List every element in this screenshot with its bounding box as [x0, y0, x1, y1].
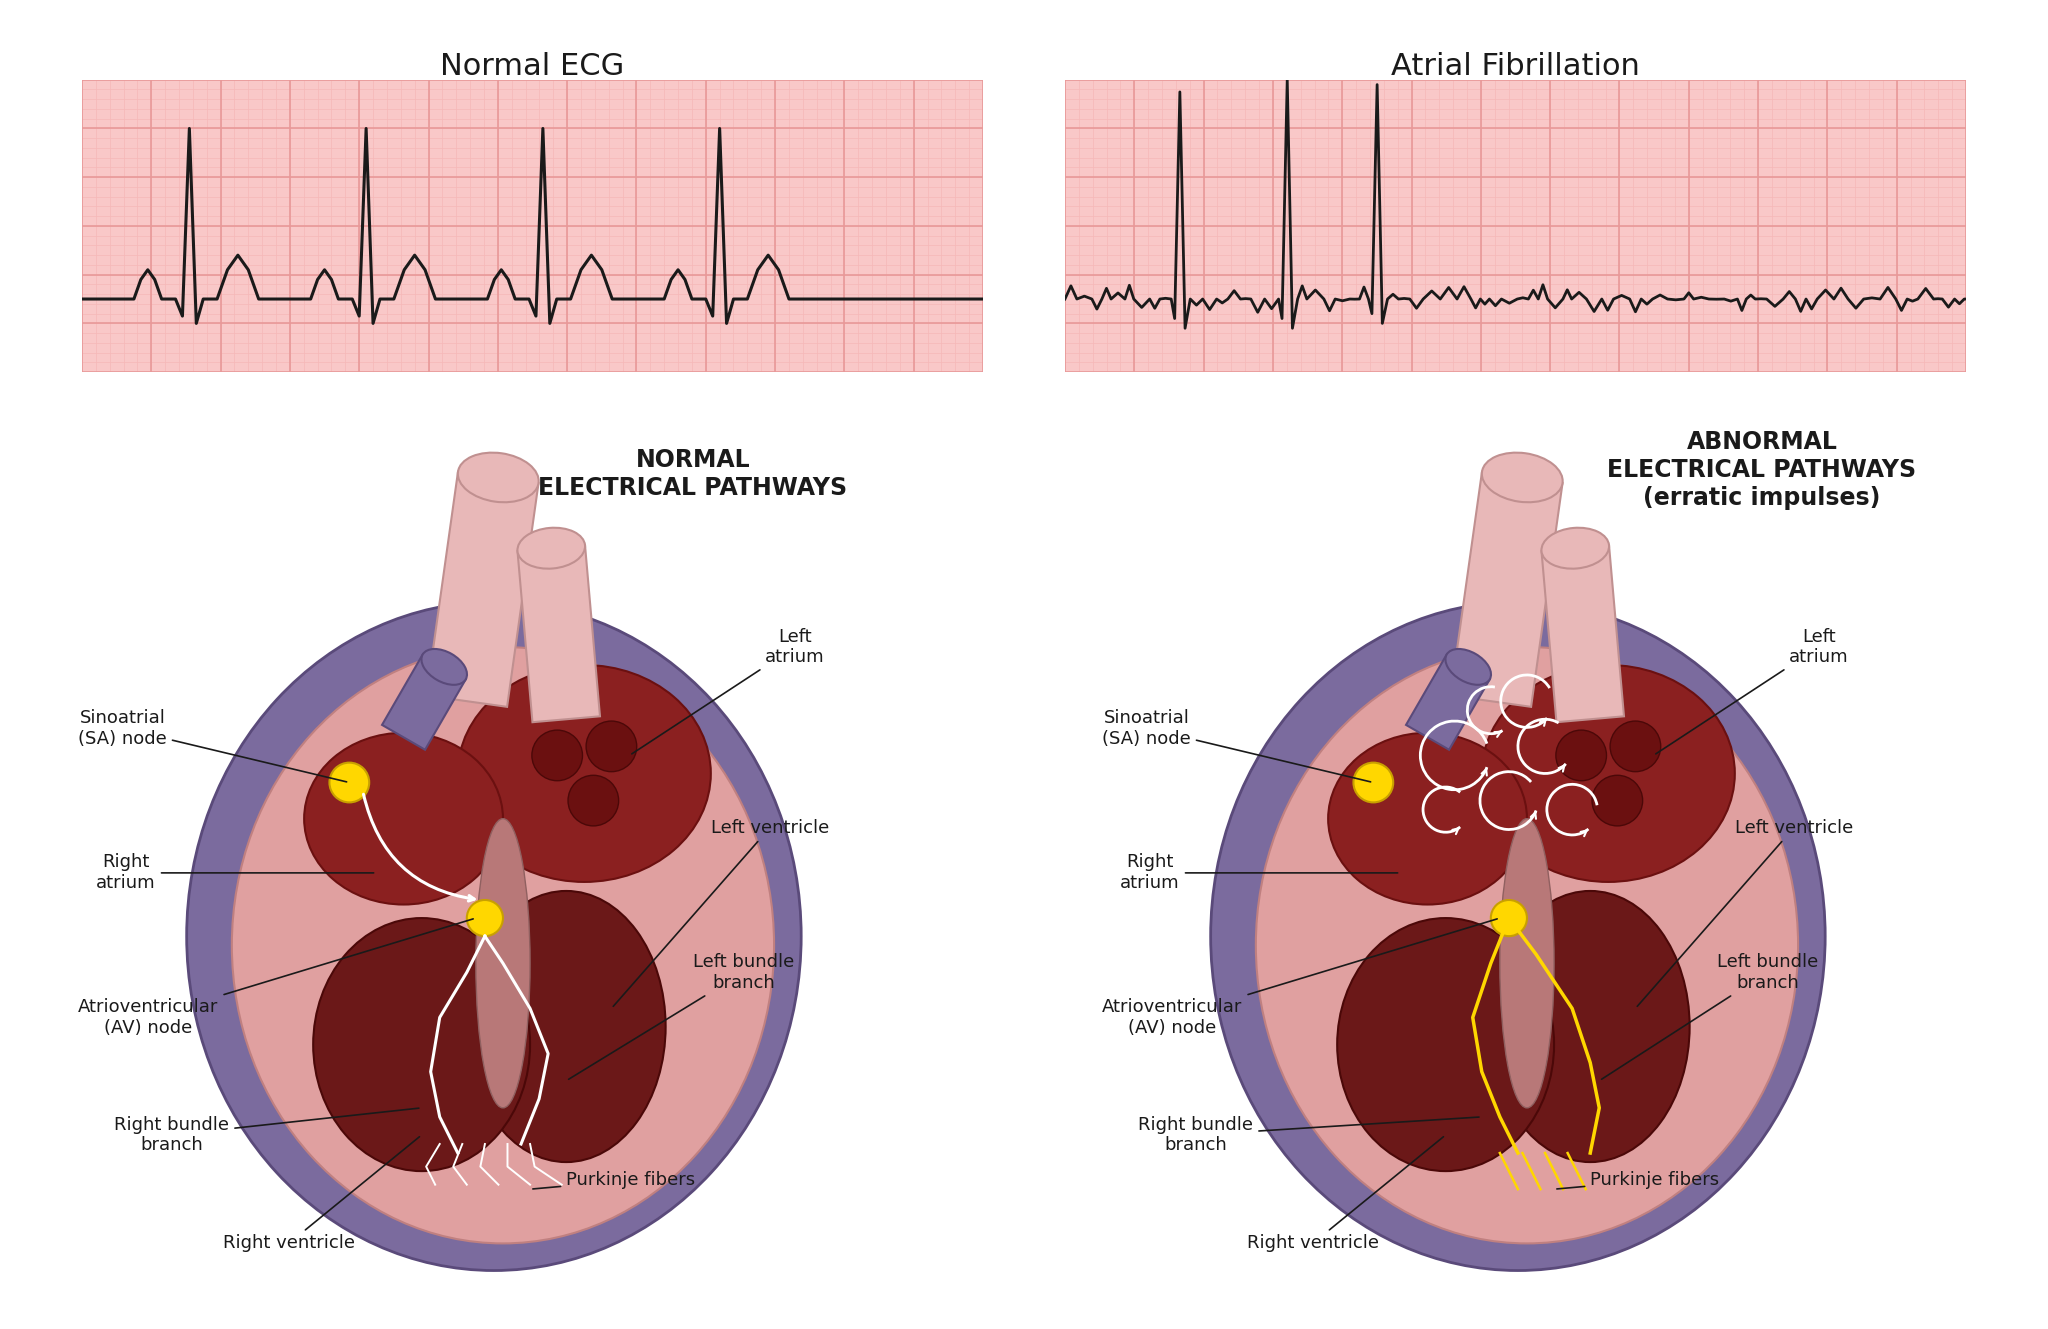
Polygon shape	[1542, 545, 1624, 722]
Circle shape	[1591, 775, 1642, 825]
Circle shape	[567, 775, 618, 825]
Ellipse shape	[1255, 647, 1798, 1244]
Text: Sinoatrial
(SA) node: Sinoatrial (SA) node	[1102, 708, 1370, 781]
Text: Right
atrium: Right atrium	[96, 853, 373, 892]
Ellipse shape	[1329, 732, 1528, 905]
Circle shape	[1354, 763, 1393, 803]
Text: Atrioventricular
(AV) node: Atrioventricular (AV) node	[78, 918, 473, 1037]
Text: Right bundle
branch: Right bundle branch	[115, 1108, 420, 1155]
Text: ABNORMAL
ELECTRICAL PATHWAYS
(erratic impulses): ABNORMAL ELECTRICAL PATHWAYS (erratic im…	[1608, 431, 1917, 509]
Ellipse shape	[1483, 664, 1735, 882]
Circle shape	[330, 763, 369, 803]
Circle shape	[586, 722, 637, 772]
Ellipse shape	[305, 732, 504, 905]
Text: Purkinje fibers: Purkinje fibers	[1556, 1171, 1720, 1189]
Text: Right ventricle: Right ventricle	[1247, 1136, 1444, 1252]
Ellipse shape	[1499, 819, 1554, 1108]
Text: Purkinje fibers: Purkinje fibers	[532, 1171, 696, 1189]
Ellipse shape	[467, 890, 666, 1162]
Ellipse shape	[313, 918, 530, 1171]
Text: Left
atrium: Left atrium	[631, 627, 825, 754]
Polygon shape	[518, 545, 600, 722]
Ellipse shape	[1210, 602, 1825, 1271]
Circle shape	[1610, 722, 1661, 772]
Text: Right ventricle: Right ventricle	[223, 1136, 420, 1252]
Ellipse shape	[475, 819, 530, 1108]
Ellipse shape	[422, 649, 467, 684]
Circle shape	[1491, 900, 1528, 936]
Text: Right
atrium: Right atrium	[1120, 853, 1397, 892]
Ellipse shape	[186, 602, 801, 1271]
Text: Normal ECG: Normal ECG	[440, 52, 625, 81]
Text: Left
atrium: Left atrium	[1655, 627, 1849, 754]
Ellipse shape	[1337, 918, 1554, 1171]
Polygon shape	[426, 472, 539, 707]
Text: NORMAL
ELECTRICAL PATHWAYS: NORMAL ELECTRICAL PATHWAYS	[539, 448, 848, 500]
Text: Atrioventricular
(AV) node: Atrioventricular (AV) node	[1102, 918, 1497, 1037]
Text: Left bundle
branch: Left bundle branch	[1602, 953, 1819, 1079]
Ellipse shape	[459, 664, 711, 882]
Ellipse shape	[1542, 528, 1610, 569]
Polygon shape	[1450, 472, 1563, 707]
Text: Right bundle
branch: Right bundle branch	[1139, 1115, 1479, 1155]
Circle shape	[532, 730, 582, 780]
Text: Sinoatrial
(SA) node: Sinoatrial (SA) node	[78, 708, 346, 781]
Circle shape	[1556, 730, 1606, 780]
Ellipse shape	[1483, 453, 1563, 502]
Polygon shape	[1407, 654, 1489, 750]
Text: Atrial Fibrillation: Atrial Fibrillation	[1391, 52, 1640, 81]
Circle shape	[467, 900, 504, 936]
Ellipse shape	[1446, 649, 1491, 684]
Ellipse shape	[1491, 890, 1690, 1162]
Ellipse shape	[231, 647, 774, 1244]
Text: Left ventricle: Left ventricle	[612, 819, 829, 1006]
Ellipse shape	[518, 528, 586, 569]
Ellipse shape	[459, 453, 539, 502]
Text: Left bundle
branch: Left bundle branch	[569, 953, 795, 1079]
Polygon shape	[383, 654, 465, 750]
Text: Left ventricle: Left ventricle	[1636, 819, 1853, 1006]
